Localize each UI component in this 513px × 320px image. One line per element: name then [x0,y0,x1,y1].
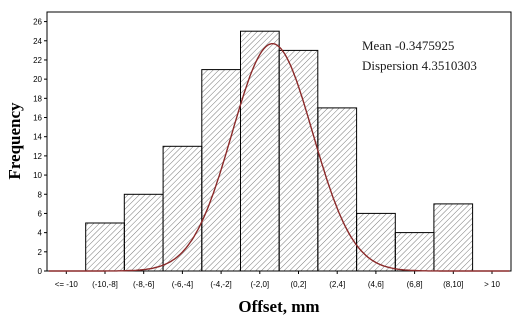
y-tick-label: 12 [33,152,42,161]
x-axis: <= -10 (-10,-8] (-8,-6] (-6,-4] (-4,-2] (-2,0… [55,271,500,289]
y-tick-label: 22 [33,56,42,65]
y-axis-title: Frequency [5,102,24,180]
x-category-label: (6,8] [407,280,423,289]
y-tick-label: 18 [33,94,42,103]
x-category-label: (2,4] [329,280,345,289]
y-tick-label: 20 [33,75,42,84]
x-category-label: (-10,-8] [92,280,118,289]
x-category-label: (0,2] [290,280,306,289]
annotation-mean: Mean -0.3475925 [362,38,454,53]
y-tick-label: 6 [38,209,43,218]
x-category-label: (8,10] [443,280,463,289]
y-tick-label: 26 [33,18,42,27]
histogram-bar [85,222,125,272]
y-tick-label: 24 [33,37,42,46]
histogram-bar [394,232,435,272]
histogram-bar [123,193,164,272]
x-axis-title: Offset, mm [238,297,319,316]
x-category-label: > 10 [484,280,500,289]
x-category-label: (4,6] [368,280,384,289]
x-category-label: (-4,-2] [210,280,231,289]
annotation-dispersion: Dispersion 4.3510303 [362,58,477,73]
y-tick-label: 14 [33,133,42,142]
y-tick-label: 2 [38,248,43,257]
x-category-label: (-2,0] [250,280,269,289]
y-tick-label: 10 [33,171,42,180]
y-tick-label: 8 [38,190,43,199]
histogram-bar [278,49,319,272]
y-tick-label: 4 [38,229,43,238]
y-tick-label: 16 [33,114,42,123]
histogram-bar [240,30,280,272]
x-category-label: <= -10 [55,280,79,289]
histogram-bar [317,107,358,272]
x-category-label: (-6,-4] [172,280,193,289]
normal-fit-curve [48,43,510,272]
bars-group [85,30,474,272]
y-tick-label: 0 [38,267,43,276]
histogram-bar [433,203,474,272]
x-category-label: (-8,-6] [133,280,154,289]
